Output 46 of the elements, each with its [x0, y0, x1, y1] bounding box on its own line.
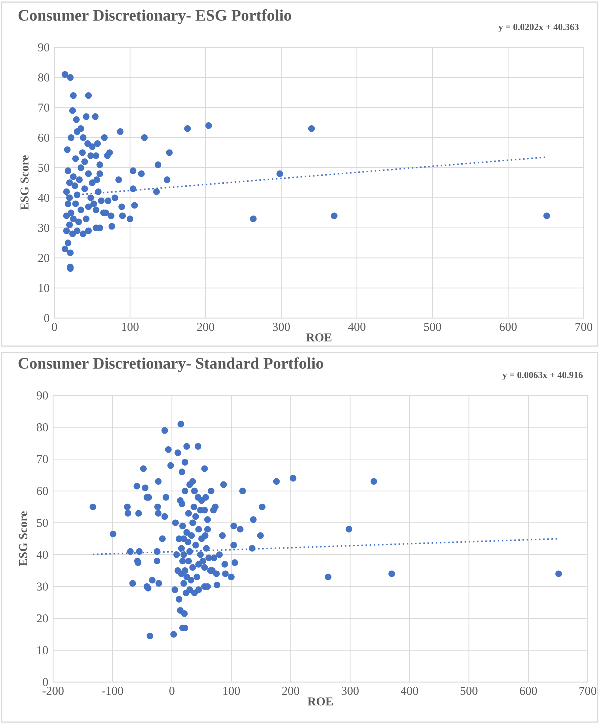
x-tick-label: 0	[52, 323, 58, 332]
y-tick-label: 80	[38, 74, 50, 82]
y-tick-label: 90	[38, 44, 50, 52]
x-tick-label: 100	[122, 323, 139, 332]
y-tick-label: 90	[37, 392, 48, 400]
x-tick-label: 700	[580, 687, 597, 696]
chart-title: Consumer Discretionary- Standard Portfolio	[18, 358, 324, 372]
x-tick-label: 600	[520, 687, 538, 696]
y-tick-label: 30	[37, 582, 48, 591]
x-tick-label: 200	[282, 687, 300, 696]
y-tick-label: 0	[44, 314, 50, 322]
text: y = 0.0202x + 40.363	[498, 24, 579, 32]
y-tick-label: 60	[38, 134, 50, 142]
y-axis-title: ESG Score	[20, 156, 29, 211]
x-tick-label: 400	[401, 687, 418, 696]
x-axis-title: ROE	[308, 698, 334, 706]
y-tick-label: 50	[38, 164, 50, 172]
y-tick-label: 20	[37, 614, 48, 623]
x-tick-label: 200	[197, 323, 214, 332]
y-tick-label: 50	[37, 519, 48, 528]
y-tick-label: 0	[43, 678, 48, 686]
x-axis-title: ROE	[306, 334, 332, 342]
y-tick-label: 10	[38, 646, 48, 655]
y-tick-label: 70	[37, 455, 48, 464]
x-tick-label: 500	[460, 687, 478, 696]
y-tick-label: 30	[38, 224, 50, 232]
x-tick-label: 300	[342, 687, 359, 696]
y-tick-label: 60	[37, 487, 48, 496]
y-tick-label: 40	[38, 194, 50, 202]
chart-title: Consumer Discretionary- ESG Portfolio	[18, 10, 292, 24]
y-tick-label: 80	[37, 423, 48, 432]
x-tick-label: -200	[42, 687, 64, 696]
y-tick-label: 70	[38, 104, 50, 112]
x-tick-label: 700	[576, 323, 593, 332]
x-tick-label: 100	[224, 687, 240, 696]
x-tick-label: 400	[348, 323, 366, 332]
y-tick-label: 10	[39, 284, 50, 292]
y-tick-label: 40	[36, 550, 48, 559]
text: y = 0.0063x + 40.916	[502, 372, 583, 380]
x-tick-label: -100	[102, 687, 124, 696]
x-tick-label: 300	[273, 323, 290, 332]
x-tick-label: 500	[424, 323, 442, 332]
y-tick-label: 20	[38, 254, 50, 262]
x-tick-label: 600	[500, 323, 517, 332]
x-tick-label: 0	[170, 687, 175, 696]
y-axis-title: ESG Score	[19, 512, 28, 567]
